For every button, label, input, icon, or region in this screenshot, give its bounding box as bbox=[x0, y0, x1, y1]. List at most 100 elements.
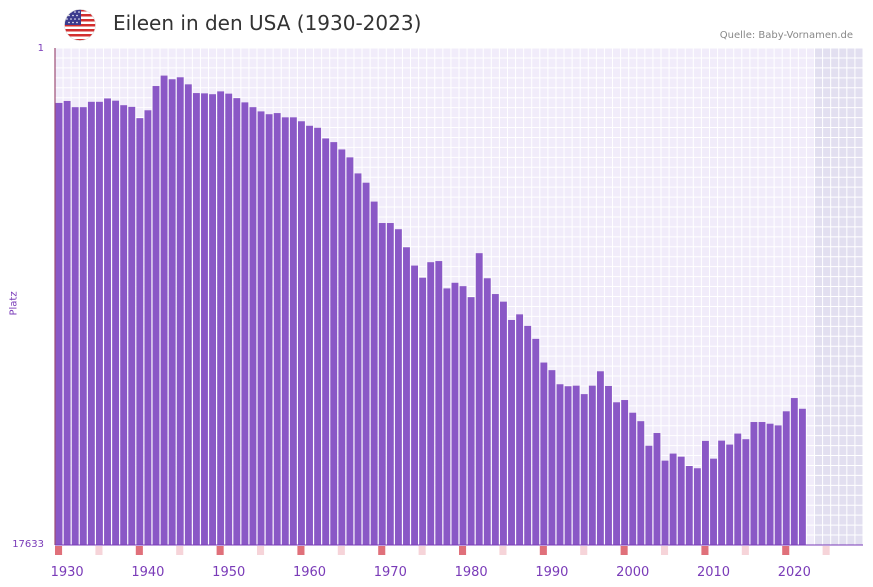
bar bbox=[338, 149, 346, 545]
bar bbox=[354, 173, 362, 545]
bar bbox=[702, 440, 709, 545]
bar bbox=[330, 142, 338, 546]
bar bbox=[467, 297, 475, 545]
bar bbox=[112, 100, 120, 546]
source-label: Quelle: Baby-Vornamen.de bbox=[719, 30, 853, 41]
bar bbox=[443, 288, 451, 545]
year-marker bbox=[297, 546, 305, 555]
bar bbox=[726, 444, 734, 545]
bar bbox=[774, 425, 782, 545]
year-marker bbox=[459, 546, 467, 555]
bar bbox=[306, 125, 313, 546]
bar bbox=[564, 386, 572, 545]
year-marker bbox=[741, 546, 749, 555]
bar bbox=[362, 182, 370, 545]
bar bbox=[298, 121, 305, 545]
y-tick-bottom: 17633 bbox=[12, 539, 44, 550]
bar bbox=[677, 456, 685, 545]
bar bbox=[257, 111, 265, 545]
bar bbox=[483, 278, 491, 545]
bar bbox=[645, 445, 653, 545]
bar bbox=[419, 277, 427, 545]
bar bbox=[766, 423, 774, 545]
x-tick-label: 1980 bbox=[455, 565, 488, 580]
bar bbox=[572, 385, 580, 545]
bar bbox=[758, 422, 766, 545]
bar bbox=[427, 262, 435, 545]
bar bbox=[168, 79, 176, 545]
bar bbox=[249, 107, 257, 546]
x-tick-label: 1990 bbox=[535, 565, 568, 580]
bar bbox=[201, 93, 208, 545]
bar bbox=[265, 114, 273, 546]
bar bbox=[435, 261, 443, 545]
bar bbox=[322, 138, 330, 546]
year-marker bbox=[216, 546, 224, 555]
bar bbox=[314, 127, 322, 545]
bar bbox=[621, 400, 629, 545]
bar bbox=[96, 101, 103, 545]
bar bbox=[192, 93, 200, 546]
bar bbox=[475, 253, 483, 546]
bar bbox=[637, 421, 645, 545]
bar bbox=[718, 440, 726, 545]
bar bbox=[790, 398, 798, 545]
year-marker bbox=[539, 546, 547, 555]
year-marker bbox=[135, 546, 143, 555]
bar bbox=[508, 319, 515, 545]
x-tick-label: 1960 bbox=[293, 565, 326, 580]
year-marker bbox=[580, 546, 588, 555]
x-tick-label: 2010 bbox=[697, 565, 730, 580]
bar bbox=[128, 106, 136, 545]
bar bbox=[548, 370, 556, 545]
bar bbox=[136, 118, 144, 546]
bar bbox=[669, 453, 677, 545]
bar bbox=[451, 282, 459, 545]
us-flag-icon bbox=[64, 9, 96, 41]
bar bbox=[613, 402, 620, 545]
bar bbox=[661, 460, 669, 545]
bar bbox=[241, 102, 249, 545]
bar bbox=[588, 385, 596, 545]
year-marker bbox=[337, 546, 345, 555]
bar bbox=[653, 433, 661, 545]
bar bbox=[491, 294, 499, 545]
x-tick-label: 1930 bbox=[51, 565, 84, 580]
bar bbox=[209, 94, 216, 545]
year-marker bbox=[257, 546, 265, 555]
year-marker bbox=[378, 546, 386, 555]
x-tick-label: 2000 bbox=[616, 565, 649, 580]
year-marker bbox=[95, 546, 103, 555]
bar bbox=[734, 433, 742, 545]
bar bbox=[685, 465, 693, 545]
x-tick-label: 1950 bbox=[212, 565, 245, 580]
x-tick-label: 1940 bbox=[131, 565, 164, 580]
bar bbox=[289, 117, 297, 546]
bar bbox=[184, 84, 192, 545]
year-marker bbox=[701, 546, 709, 555]
bar bbox=[225, 93, 233, 545]
bar bbox=[596, 371, 604, 545]
bar bbox=[411, 265, 418, 545]
chart-title: Eileen in den USA (1930-2023) bbox=[113, 11, 422, 35]
bar bbox=[532, 338, 540, 545]
bar bbox=[750, 422, 758, 545]
bar bbox=[556, 384, 564, 545]
bar bbox=[273, 113, 281, 545]
bar bbox=[540, 362, 548, 545]
bar bbox=[71, 107, 79, 546]
year-marker bbox=[620, 546, 628, 555]
bar bbox=[386, 223, 394, 545]
bar bbox=[459, 286, 467, 545]
bar bbox=[160, 75, 168, 545]
bar bbox=[346, 157, 354, 545]
bar bbox=[742, 439, 750, 545]
bar bbox=[217, 91, 225, 546]
year-marker bbox=[176, 546, 184, 555]
bar bbox=[79, 107, 87, 546]
year-marker bbox=[499, 546, 507, 555]
bar bbox=[693, 468, 701, 545]
bar bbox=[798, 408, 806, 545]
year-marker bbox=[822, 546, 830, 555]
